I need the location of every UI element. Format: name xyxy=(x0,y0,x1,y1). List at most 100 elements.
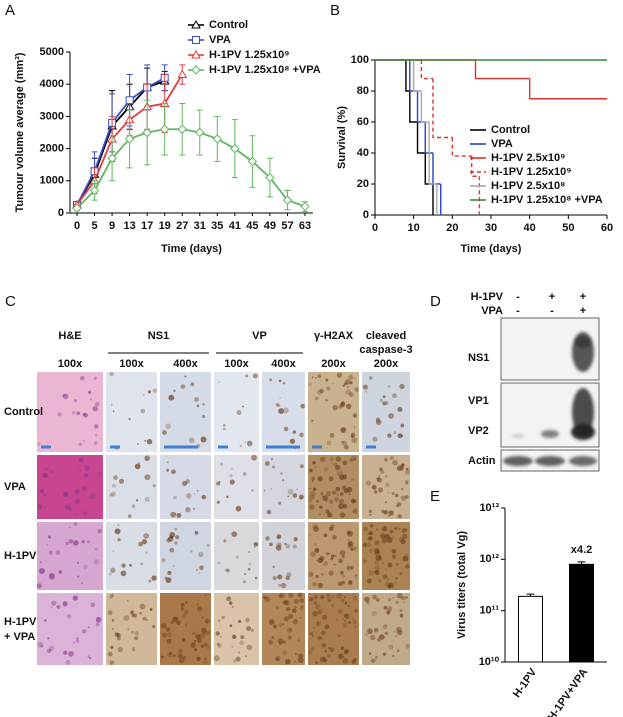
tissue-texture xyxy=(89,495,94,500)
survival-step xyxy=(474,60,530,80)
tissue-texture xyxy=(86,540,90,544)
tissue-texture xyxy=(344,601,348,605)
tissue-texture xyxy=(369,634,376,641)
row-label: Control xyxy=(4,406,43,418)
tissue-texture xyxy=(286,627,293,634)
tissue-texture xyxy=(405,479,409,484)
tissue-texture xyxy=(42,472,49,479)
tissue-texture xyxy=(269,542,273,547)
tissue-texture xyxy=(135,499,139,502)
tissue-texture xyxy=(275,545,282,551)
stain-label: H&E xyxy=(58,330,81,342)
tissue-texture xyxy=(219,635,222,639)
tissue-texture xyxy=(134,636,139,641)
tissue-texture xyxy=(343,649,349,655)
tissue-texture xyxy=(342,657,349,664)
tissue-texture xyxy=(62,393,66,398)
tissue-texture xyxy=(188,437,195,444)
tissue-texture xyxy=(43,506,47,509)
y-tick-label: 10¹¹ xyxy=(479,605,499,617)
tissue-texture xyxy=(254,576,258,580)
tissue-texture xyxy=(193,492,196,495)
tissue-texture xyxy=(338,653,344,660)
tissue-texture xyxy=(64,503,71,510)
tissue-texture xyxy=(235,505,242,512)
tissue-texture xyxy=(392,596,394,599)
tissue-texture xyxy=(282,382,286,385)
tissue-texture xyxy=(350,566,354,570)
tissue-texture xyxy=(37,641,44,648)
tissue-texture xyxy=(323,561,328,567)
tissue-texture xyxy=(342,460,348,466)
tissue-texture xyxy=(340,570,344,575)
x-tick-label: 0 xyxy=(74,220,80,232)
tissue-texture xyxy=(350,498,356,504)
tissue-texture xyxy=(194,530,199,535)
tissue-texture xyxy=(400,463,405,468)
tissue-texture xyxy=(326,654,331,658)
tissue-texture xyxy=(270,487,273,490)
tissue-texture xyxy=(310,646,315,652)
x-tick-label: 31 xyxy=(194,220,206,232)
tissue-texture xyxy=(90,602,96,608)
tissue-texture xyxy=(88,390,92,395)
tissue-texture xyxy=(385,475,388,478)
tissue-texture xyxy=(44,619,47,622)
tissue-texture xyxy=(192,631,196,636)
tissue-texture xyxy=(180,602,185,607)
tissue-texture xyxy=(370,524,374,528)
tissue-texture xyxy=(399,609,403,613)
tissue-texture xyxy=(325,491,332,497)
tissue-texture xyxy=(297,592,303,598)
band-label: VP2 xyxy=(468,425,489,437)
condition-label: VPA xyxy=(481,305,503,317)
tissue-texture xyxy=(348,374,354,380)
tissue-texture xyxy=(242,405,245,408)
tissue-texture xyxy=(398,536,405,543)
tissue-texture xyxy=(89,398,93,401)
tissue-texture xyxy=(199,565,204,571)
tissue-texture xyxy=(74,498,81,504)
tissue-texture xyxy=(264,596,271,603)
x-tick-label: 19 xyxy=(159,220,171,232)
marker xyxy=(300,201,310,212)
tissue-texture xyxy=(382,401,387,406)
tissue-texture xyxy=(312,487,317,491)
tissue-texture xyxy=(226,568,230,573)
tissue-texture xyxy=(341,440,347,446)
tissue-texture xyxy=(167,570,172,575)
tissue-texture xyxy=(283,600,287,605)
tissue-texture xyxy=(132,646,135,649)
tissue-texture xyxy=(194,648,198,652)
tissue-texture xyxy=(313,526,319,532)
tissue-texture xyxy=(285,544,291,549)
tissue-texture xyxy=(139,603,146,610)
tissue-texture xyxy=(397,406,403,413)
x-tick-label: 35 xyxy=(211,220,223,232)
tissue-texture xyxy=(95,434,98,437)
blot-band xyxy=(541,430,559,438)
tissue-texture xyxy=(111,618,115,622)
tissue-texture xyxy=(375,419,382,425)
tissue-texture xyxy=(337,634,341,637)
tissue-texture xyxy=(397,514,402,519)
tissue-texture xyxy=(343,613,349,618)
tissue-texture xyxy=(405,467,409,471)
tissue-texture xyxy=(162,430,167,435)
tissue-texture xyxy=(112,628,114,630)
tissue-texture xyxy=(117,538,121,542)
tissue-texture xyxy=(293,660,296,663)
tissue-texture xyxy=(342,503,348,509)
y-tick-label: 10¹³ xyxy=(479,502,499,514)
marker xyxy=(230,143,240,154)
tissue-texture xyxy=(396,466,402,471)
tissue-texture xyxy=(309,631,314,636)
tissue-texture xyxy=(226,495,229,499)
x-tick-label: 40 xyxy=(524,222,536,234)
magnification: 200x xyxy=(321,358,346,370)
tissue-texture xyxy=(196,603,199,606)
tissue-texture xyxy=(93,558,100,565)
tissue-texture xyxy=(339,512,346,518)
tissue-texture xyxy=(181,638,186,642)
